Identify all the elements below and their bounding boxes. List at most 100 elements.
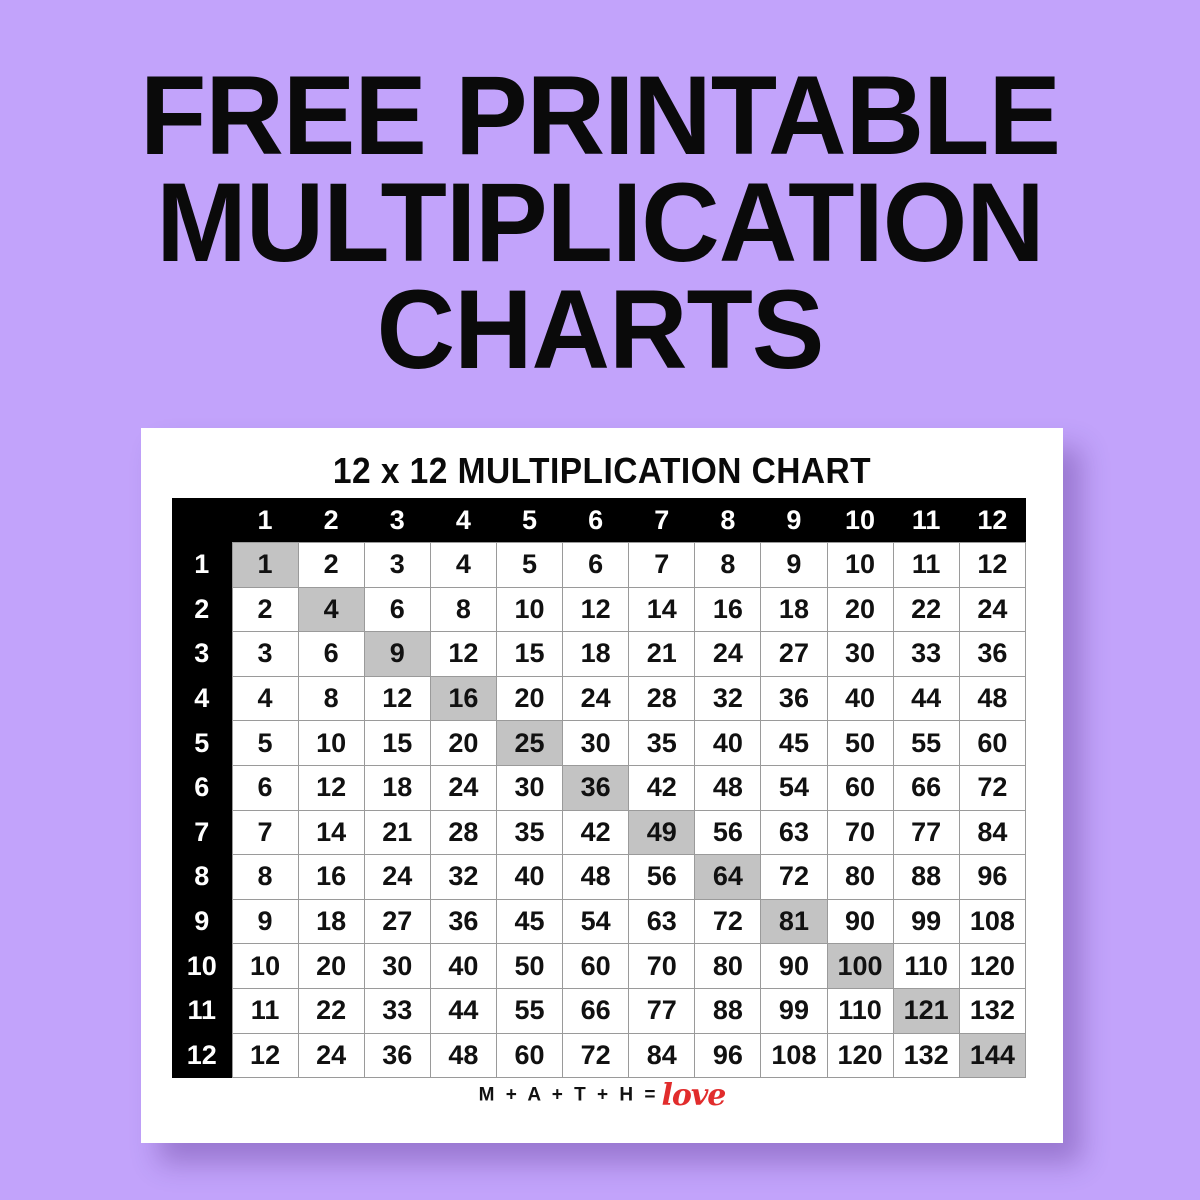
table-row: 6 6 12 18 24 30 36 42 48 54 60 66 72 xyxy=(172,764,1027,811)
table-cell: 2 xyxy=(297,542,365,588)
table-row: 9 9 18 27 36 45 54 63 72 81 90 99 108 xyxy=(172,898,1027,945)
column-header-11: 11 xyxy=(893,498,960,543)
table-cell: 72 xyxy=(760,854,828,900)
table-cell: 35 xyxy=(628,720,696,766)
table-row: 3 3 6 9 12 15 18 21 24 27 30 33 36 xyxy=(172,631,1027,677)
table-cell: 121 xyxy=(892,987,960,1034)
table-cell: 45 xyxy=(760,720,828,766)
table-cell: 80 xyxy=(826,854,894,900)
table-cell: 25 xyxy=(495,720,564,766)
table-cell: 14 xyxy=(297,809,365,856)
table-cell: 4 xyxy=(297,586,365,633)
table-cell: 44 xyxy=(429,987,497,1034)
table-row: 2 2 4 6 8 10 12 14 16 18 20 22 24 xyxy=(172,586,1027,633)
table-cell: 18 xyxy=(297,898,365,945)
table-cell: 27 xyxy=(760,631,828,677)
table-cell: 42 xyxy=(628,764,696,811)
table-row: 5 5 10 15 20 25 30 35 40 45 50 55 60 xyxy=(172,720,1027,766)
column-header-8: 8 xyxy=(694,498,761,543)
table-cell: 6 xyxy=(297,631,365,677)
table-cell: 24 xyxy=(297,1032,365,1079)
row-header-8: 8 xyxy=(172,854,233,900)
table-cell: 35 xyxy=(495,809,564,856)
row-header-10: 10 xyxy=(172,943,233,989)
table-cell: 110 xyxy=(826,987,894,1034)
column-header-12: 12 xyxy=(959,498,1026,543)
logo-love-script: love xyxy=(661,1078,726,1113)
table-cell: 36 xyxy=(562,764,630,811)
table-cell: 20 xyxy=(495,675,564,722)
table-cell: 48 xyxy=(694,764,762,811)
table-cell: 15 xyxy=(363,720,431,766)
table-cell: 66 xyxy=(562,987,630,1034)
chart-title: 12 x 12 MULTIPLICATION CHART xyxy=(332,450,872,491)
table-header-row: 1 2 3 4 5 6 7 8 9 10 11 12 xyxy=(172,498,1026,543)
table-cell: 24 xyxy=(958,586,1027,633)
table-cell: 49 xyxy=(628,809,696,856)
table-cell: 56 xyxy=(694,809,762,856)
column-header-4: 4 xyxy=(430,498,497,543)
column-header-9: 9 xyxy=(760,498,827,543)
table-cell: 12 xyxy=(231,1032,299,1079)
table-cell: 77 xyxy=(892,809,960,856)
row-header-12: 12 xyxy=(172,1033,233,1078)
table-cell: 120 xyxy=(958,943,1027,989)
table-cell: 54 xyxy=(562,898,630,945)
table-cell: 36 xyxy=(760,675,828,722)
table-header-row-group: 1 2 3 4 5 6 7 8 9 10 11 12 xyxy=(172,498,1026,543)
table-cell: 70 xyxy=(826,809,894,856)
table-cell: 10 xyxy=(495,586,564,633)
row-header-4: 4 xyxy=(172,676,233,721)
table-cell: 12 xyxy=(363,675,431,722)
table-cell: 84 xyxy=(628,1032,696,1079)
table-cell: 1 xyxy=(231,542,299,588)
math-equals-love-logo: M + A + T + H = love xyxy=(141,1078,1063,1113)
table-cell: 70 xyxy=(628,943,696,989)
table-cell: 108 xyxy=(760,1032,828,1079)
table-cell: 6 xyxy=(363,586,431,633)
table-cell: 60 xyxy=(495,1032,564,1079)
table-cell: 14 xyxy=(628,586,696,633)
table-cell: 96 xyxy=(958,854,1027,900)
row-header-9: 9 xyxy=(172,899,233,944)
table-cell: 8 xyxy=(231,854,299,900)
table-cell: 30 xyxy=(495,764,564,811)
table-row: 4 4 8 12 16 20 24 28 32 36 40 44 48 xyxy=(172,675,1027,722)
table-cell: 55 xyxy=(892,720,960,766)
printable-chart-card: 12 x 12 MULTIPLICATION CHART 1 2 3 4 5 6 7 8 9 10… xyxy=(141,428,1063,1143)
table-cell: 28 xyxy=(429,809,497,856)
page-title-line-2: MULTIPLICATION xyxy=(156,160,1045,285)
table-cell: 12 xyxy=(429,631,497,677)
table-cell: 110 xyxy=(892,943,960,989)
table-cell: 8 xyxy=(297,675,365,722)
table-cell: 3 xyxy=(231,631,299,677)
row-header-1: 1 xyxy=(172,542,233,588)
table-cell: 7 xyxy=(231,809,299,856)
table-cell: 63 xyxy=(760,809,828,856)
table-row: 8 8 16 24 32 40 48 56 64 72 80 88 96 xyxy=(172,854,1027,900)
table-cell: 90 xyxy=(826,898,894,945)
table-row: 12 12 24 36 48 60 72 84 96 108 120 132 144 xyxy=(172,1032,1027,1079)
table-cell: 32 xyxy=(429,854,497,900)
table-cell: 18 xyxy=(363,764,431,811)
table-cell: 63 xyxy=(628,898,696,945)
table-cell: 21 xyxy=(363,809,431,856)
table-cell: 30 xyxy=(363,943,431,989)
table-cell: 60 xyxy=(562,943,630,989)
page-title: FREE PRINTABLE MULTIPLICATION CHARTS xyxy=(0,60,1200,392)
page-title-line-3: CHARTS xyxy=(376,267,825,392)
row-header-6: 6 xyxy=(172,765,233,811)
table-body: 1 1 2 3 4 5 6 7 8 9 10 11 12 2 2 4 6 8 10 12 14 16 18 20 22 24 3 3 6… xyxy=(172,542,1027,1079)
table-cell: 88 xyxy=(694,987,762,1034)
logo-math-text: M + A + T + H = xyxy=(478,1084,659,1106)
column-header-6: 6 xyxy=(562,498,629,543)
table-cell: 72 xyxy=(694,898,762,945)
table-cell: 22 xyxy=(297,987,365,1034)
table-cell: 100 xyxy=(826,943,894,989)
table-cell: 96 xyxy=(694,1032,762,1079)
table-row: 7 7 14 21 28 35 42 49 56 63 70 77 84 xyxy=(172,809,1027,856)
table-cell: 40 xyxy=(694,720,762,766)
multiplication-table-container: 1 2 3 4 5 6 7 8 9 10 11 12 1 1 2 3 4 5 6 7 8 9 10 11 12 2 2 4 6 8 10 1… xyxy=(172,498,1027,1079)
table-cell: 8 xyxy=(694,542,762,588)
table-cell: 45 xyxy=(495,898,564,945)
